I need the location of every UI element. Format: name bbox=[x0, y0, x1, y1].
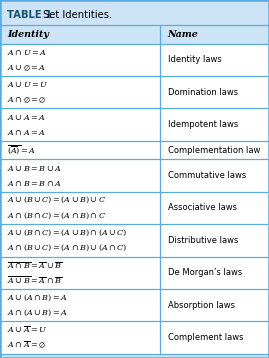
Text: $A\cap\emptyset=\emptyset$: $A\cap\emptyset=\emptyset$ bbox=[7, 95, 46, 105]
Text: $A\cap U=A$: $A\cap U=A$ bbox=[7, 48, 47, 57]
FancyBboxPatch shape bbox=[0, 159, 269, 192]
Text: $A\cup B=B\cup A$: $A\cup B=B\cup A$ bbox=[7, 163, 61, 173]
Text: Absorption laws: Absorption laws bbox=[168, 301, 235, 310]
Text: $A\cap B=B\cap A$: $A\cap B=B\cap A$ bbox=[7, 179, 61, 188]
Text: $A\cap\overline{A}=\emptyset$: $A\cap\overline{A}=\emptyset$ bbox=[7, 340, 46, 351]
Text: Set Identities.: Set Identities. bbox=[43, 10, 112, 20]
Text: $A\cup(A\cap B)=A$: $A\cup(A\cap B)=A$ bbox=[7, 292, 68, 303]
Text: $\overline{A\cap B}=\overline{A}\cup\overline{B}$: $\overline{A\cap B}=\overline{A}\cup\ove… bbox=[7, 260, 62, 270]
FancyBboxPatch shape bbox=[0, 289, 269, 321]
Text: Complement laws: Complement laws bbox=[168, 333, 244, 342]
Text: $A\cup(B\cap C)=(A\cup B)\cap(A\cup C)$: $A\cup(B\cap C)=(A\cup B)\cap(A\cup C)$ bbox=[7, 227, 127, 238]
FancyBboxPatch shape bbox=[0, 76, 269, 108]
Text: Identity: Identity bbox=[7, 30, 49, 39]
FancyBboxPatch shape bbox=[0, 25, 269, 44]
Text: De Morgan’s laws: De Morgan’s laws bbox=[168, 268, 242, 277]
Text: $A\cap(A\cup B)=A$: $A\cap(A\cup B)=A$ bbox=[7, 308, 68, 318]
Text: $A\cup U=U$: $A\cup U=U$ bbox=[7, 79, 48, 90]
Text: Identity laws: Identity laws bbox=[168, 55, 222, 64]
Text: $\overline{A\cup B}=\overline{A}\cap\overline{B}$: $\overline{A\cup B}=\overline{A}\cap\ove… bbox=[7, 275, 62, 286]
FancyBboxPatch shape bbox=[0, 257, 269, 289]
Text: Commutative laws: Commutative laws bbox=[168, 171, 246, 180]
Text: Complementation law: Complementation law bbox=[168, 146, 260, 155]
Text: $A\cap(B\cap C)=(A\cap B)\cap C$: $A\cap(B\cap C)=(A\cap B)\cap C$ bbox=[7, 211, 106, 221]
Text: $\overline{(\overline{A})}=A$: $\overline{(\overline{A})}=A$ bbox=[7, 144, 36, 156]
FancyBboxPatch shape bbox=[0, 321, 269, 354]
FancyBboxPatch shape bbox=[0, 224, 269, 257]
FancyBboxPatch shape bbox=[0, 4, 269, 25]
Text: $A\cap A=A$: $A\cap A=A$ bbox=[7, 128, 46, 137]
Text: Idempotent laws: Idempotent laws bbox=[168, 120, 238, 129]
Text: $A\cup\overline{A}=U$: $A\cup\overline{A}=U$ bbox=[7, 324, 47, 335]
FancyBboxPatch shape bbox=[0, 192, 269, 224]
Text: Domination laws: Domination laws bbox=[168, 88, 238, 97]
Text: $A\cup(B\cup C)=(A\cup B)\cup C$: $A\cup(B\cup C)=(A\cup B)\cup C$ bbox=[7, 195, 106, 205]
Text: $A\cup\emptyset=A$: $A\cup\emptyset=A$ bbox=[7, 62, 46, 73]
Text: $A\cap(B\cup C)=(A\cap B)\cup(A\cap C)$: $A\cap(B\cup C)=(A\cap B)\cup(A\cap C)$ bbox=[7, 243, 127, 253]
Text: Associative laws: Associative laws bbox=[168, 203, 237, 212]
Text: Distributive laws: Distributive laws bbox=[168, 236, 239, 245]
Text: Name: Name bbox=[167, 30, 197, 39]
FancyBboxPatch shape bbox=[0, 44, 269, 76]
FancyBboxPatch shape bbox=[0, 141, 269, 159]
Text: TABLE 1: TABLE 1 bbox=[7, 10, 52, 20]
Text: $A\cup A=A$: $A\cup A=A$ bbox=[7, 112, 46, 122]
FancyBboxPatch shape bbox=[0, 108, 269, 141]
